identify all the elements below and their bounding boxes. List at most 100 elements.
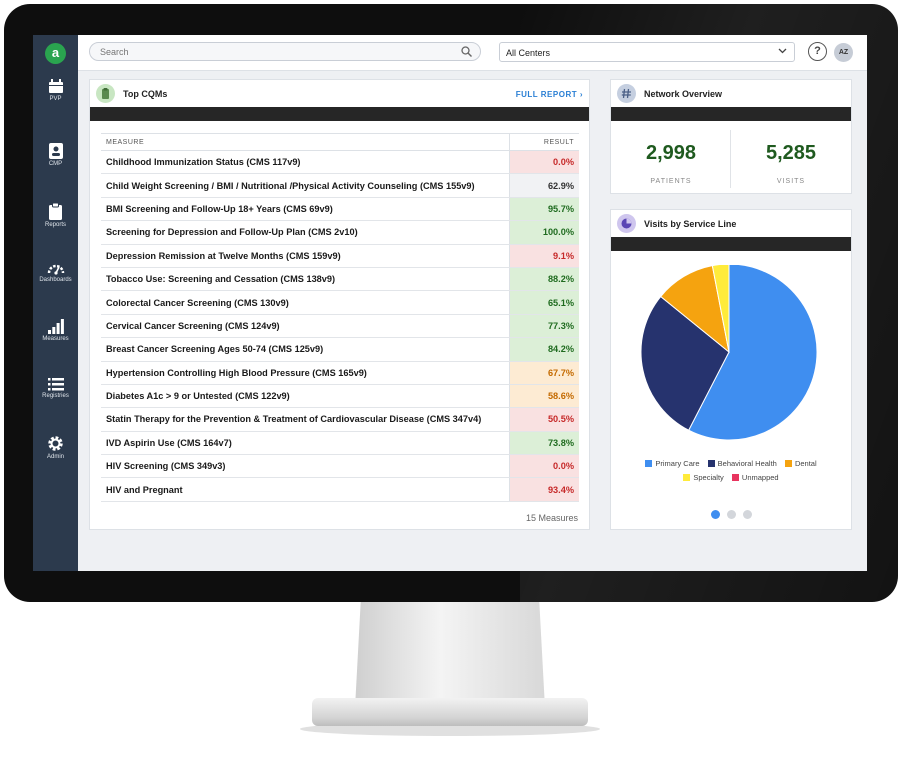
person-card-icon — [48, 143, 63, 159]
search-icon[interactable] — [461, 46, 472, 57]
legend-item-unmapped[interactable]: Unmapped — [731, 473, 779, 482]
measure-result: 0.0% — [508, 454, 579, 479]
measure-name[interactable]: Child Weight Screening / BMI / Nutrition… — [101, 173, 509, 198]
patients-label: PATIENTS — [650, 178, 692, 185]
sidebar-item-label: Registries — [42, 393, 69, 399]
center-select[interactable]: All Centers — [499, 42, 795, 62]
measure-name[interactable]: Hypertension Controlling High Blood Pres… — [101, 361, 509, 385]
carousel-dot-active[interactable] — [711, 510, 720, 519]
legend-label: Primary Care — [655, 459, 700, 468]
table-row[interactable]: Child Weight Screening / BMI / Nutrition… — [101, 173, 579, 198]
clipboard-icon — [49, 203, 62, 220]
table-row[interactable]: IVD Aspirin Use (CMS 164v7) 73.8% — [101, 431, 579, 456]
sidebar-item-reports[interactable]: Reports — [33, 203, 78, 243]
patients-value: 2,998 — [645, 142, 697, 164]
table-row[interactable]: Breast Cancer Screening Ages 50-74 (CMS … — [101, 337, 579, 362]
measure-name[interactable]: Depression Remission at Twelve Months (C… — [101, 244, 509, 268]
measure-result: 84.2% — [508, 337, 579, 362]
measure-name[interactable]: IVD Aspirin Use (CMS 164v7) — [101, 431, 509, 456]
measure-name[interactable]: Diabetes A1c > 9 or Untested (CMS 122v9) — [101, 384, 509, 409]
app-screen: a PVP CMP Reports Dashboards Measures Re… — [33, 35, 867, 571]
measure-name[interactable]: Cervical Cancer Screening (CMS 124v9) — [101, 314, 509, 339]
sidebar-item-admin[interactable]: Admin — [33, 435, 78, 475]
search-input[interactable] — [100, 45, 440, 58]
hashtag-icon — [617, 84, 636, 103]
table-row[interactable]: Hypertension Controlling High Blood Pres… — [101, 361, 579, 385]
measure-result: 93.4% — [508, 477, 579, 502]
measure-result: 65.1% — [508, 290, 579, 315]
carousel-dot[interactable] — [743, 510, 752, 519]
carousel-dot[interactable] — [727, 510, 736, 519]
table-row[interactable]: Cervical Cancer Screening (CMS 124v9) 77.… — [101, 314, 579, 339]
visits-value: 5,285 — [765, 142, 817, 164]
legend-item-dental[interactable]: Dental — [784, 459, 817, 468]
panel-title: Network Overview — [644, 89, 723, 99]
panel-header-bar — [90, 107, 589, 121]
table-row[interactable]: Statin Therapy for the Prevention & Trea… — [101, 407, 579, 432]
measure-name[interactable]: Statin Therapy for the Prevention & Trea… — [101, 407, 509, 432]
calendar-icon — [48, 79, 63, 93]
search-box — [89, 42, 481, 61]
sidebar-item-dashboards[interactable]: Dashboards — [33, 261, 78, 301]
pie-slice-specialty[interactable] — [711, 265, 730, 353]
measure-result: 95.7% — [508, 197, 579, 222]
service-line-pie-chart — [640, 265, 818, 441]
table-row[interactable]: Screening for Depression and Follow-Up P… — [101, 220, 579, 245]
legend-swatch — [645, 460, 653, 467]
pie-slice-primary-care[interactable] — [688, 265, 818, 441]
full-report-link[interactable]: FULL REPORT › — [515, 90, 583, 99]
table-row[interactable]: Childhood Immunization Status (CMS 117v9… — [101, 150, 579, 175]
pie-slice-behavioral-health[interactable] — [640, 295, 730, 431]
network-overview-panel: Network Overview 2,998 PATIENTS 5,285 VI… — [610, 79, 852, 194]
avatar[interactable]: AZ — [834, 43, 853, 62]
sidebar-item-label: PVP — [49, 96, 62, 102]
measure-name[interactable]: Colorectal Cancer Screening (CMS 130v9) — [101, 290, 509, 315]
sidebar-item-label: Reports — [44, 222, 66, 228]
panel-header-bar — [611, 237, 851, 251]
measure-result: 9.1% — [508, 244, 579, 268]
chart-legend-row-2: Specialty Unmapped — [611, 473, 851, 482]
sidebar: a PVP CMP Reports Dashboards Measures Re… — [33, 35, 78, 571]
measure-result: 67.7% — [508, 361, 579, 385]
column-header-result[interactable]: RESULT — [508, 133, 579, 151]
gear-icon — [48, 436, 63, 451]
measure-name[interactable]: HIV Screening (CMS 349v3) — [101, 454, 509, 479]
measure-name[interactable]: HIV and Pregnant — [101, 477, 509, 502]
top-bar: All Centers ? AZ — [78, 35, 867, 71]
table-row[interactable]: HIV and Pregnant 93.4% — [101, 477, 579, 502]
sidebar-item-measures[interactable]: Measures — [33, 319, 78, 359]
sidebar-item-cmp[interactable]: CMP — [33, 143, 78, 183]
sidebar-item-registries[interactable]: Registries — [33, 378, 78, 418]
sidebar-item-label: Dashboards — [39, 277, 72, 283]
table-row[interactable]: Diabetes A1c > 9 or Untested (CMS 122v9)… — [101, 384, 579, 409]
measure-result: 58.6% — [508, 384, 579, 409]
legend-label: Unmapped — [741, 473, 779, 482]
visits-label: VISITS — [776, 178, 806, 185]
table-row[interactable]: Depression Remission at Twelve Months (C… — [101, 244, 579, 268]
measure-name[interactable]: Screening for Depression and Follow-Up P… — [101, 220, 509, 245]
measure-result: 0.0% — [508, 150, 579, 175]
panel-title: Visits by Service Line — [644, 219, 737, 229]
measure-name[interactable]: BMI Screening and Follow-Up 18+ Years (C… — [101, 197, 509, 222]
sidebar-item-pvp[interactable]: PVP — [33, 79, 78, 119]
monitor-stand-base — [312, 698, 588, 726]
app-logo[interactable]: a — [45, 43, 66, 64]
panel-title: Top CQMs — [123, 89, 168, 99]
measure-name[interactable]: Tobacco Use: Screening and Cessation (CM… — [101, 267, 509, 292]
legend-item-primary-care[interactable]: Primary Care — [645, 459, 700, 468]
column-header-measure[interactable]: MEASURE — [101, 133, 509, 151]
table-row[interactable]: Colorectal Cancer Screening (CMS 130v9) 6… — [101, 290, 579, 315]
table-row[interactable]: Tobacco Use: Screening and Cessation (CM… — [101, 267, 579, 292]
legend-swatch — [784, 460, 792, 467]
visits-by-service-line-panel: Visits by Service Line Primary Care Beha… — [610, 209, 852, 530]
legend-label: Dental — [794, 459, 817, 468]
legend-item-specialty[interactable]: Specialty — [683, 473, 724, 482]
measure-name[interactable]: Breast Cancer Screening Ages 50-74 (CMS … — [101, 337, 509, 362]
measure-result: 50.5% — [508, 407, 579, 432]
legend-item-behavioral-health[interactable]: Behavioral Health — [707, 459, 777, 468]
chevron-down-icon — [778, 48, 787, 54]
measure-name[interactable]: Childhood Immunization Status (CMS 117v9… — [101, 150, 509, 175]
help-button[interactable]: ? — [808, 42, 827, 61]
table-row[interactable]: HIV Screening (CMS 349v3) 0.0% — [101, 454, 579, 479]
table-row[interactable]: BMI Screening and Follow-Up 18+ Years (C… — [101, 197, 579, 222]
